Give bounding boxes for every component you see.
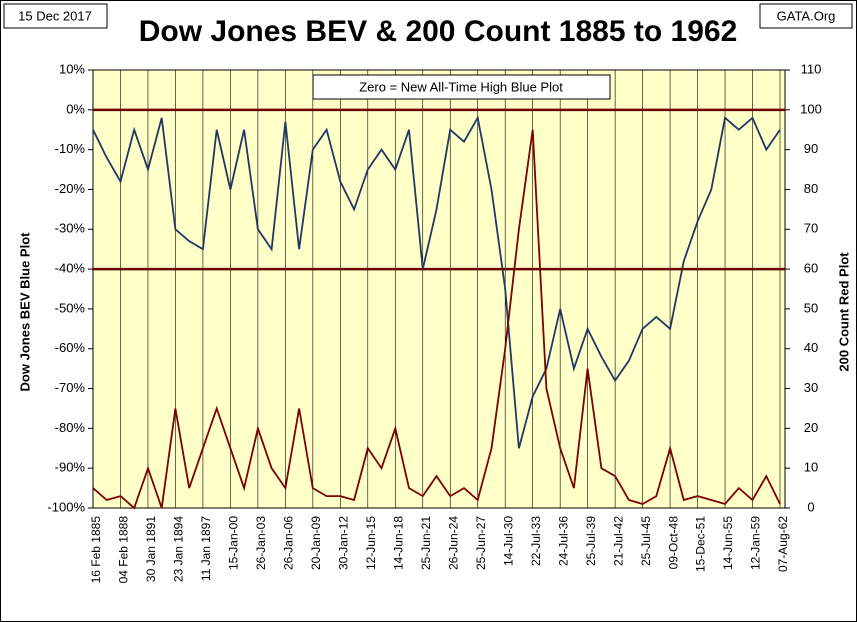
- y2-tick-label: 20: [804, 420, 818, 435]
- source-box: [759, 3, 853, 29]
- x-tick-label: 25-Jun-21: [419, 516, 433, 570]
- x-tick-label: 26-Jan-03: [254, 516, 268, 570]
- y-tick-label: 10%: [59, 61, 85, 76]
- y-tick-label: -30%: [55, 221, 86, 236]
- x-tick-label: 09-Oct-48: [666, 516, 680, 570]
- x-tick-label: 23 Jan 1894: [172, 516, 186, 582]
- y-axis-label: Dow Jones BEV Blue Plot: [17, 232, 32, 392]
- x-tick-label: 12-Jun-15: [364, 516, 378, 570]
- y2-tick-label: 110: [801, 61, 822, 76]
- y-tick-label: -80%: [55, 420, 86, 435]
- y-tick-label: -70%: [55, 380, 86, 395]
- x-tick-label: 26-Jan-06: [282, 516, 296, 570]
- x-tick-label: 15-Jan-00: [227, 516, 241, 570]
- x-tick-label: 30-Jan-12: [336, 516, 350, 570]
- y-tick-label: -10%: [55, 141, 86, 156]
- x-tick-label: 22-Jul-33: [529, 516, 543, 566]
- line-series: [92, 129, 781, 510]
- chart-title: Dow Jones BEV & 200 Count 1885 to 1962: [139, 15, 738, 48]
- x-tick-label: 15-Dec-51: [694, 516, 708, 572]
- x-tick-label: 26-Jun-24: [446, 516, 460, 570]
- x-tick-label: 14-Jun-18: [391, 516, 405, 570]
- date-note: 15 Dec 2017: [18, 8, 92, 23]
- y2-axis-label: 200 Count Red Plot: [836, 252, 851, 372]
- y2-tick-label: 70: [804, 221, 818, 236]
- y-tick-label: -20%: [55, 181, 86, 196]
- x-tick-label: 04 Feb 1888: [117, 516, 131, 584]
- y-tick-label: -100%: [47, 499, 85, 514]
- source: GATA.Org: [777, 8, 836, 23]
- x-tick-label: 25-Jun-27: [474, 516, 488, 570]
- x-tick-label: 14-Jul-30: [501, 516, 515, 566]
- y2-tick-label: 40: [804, 340, 818, 355]
- y-tick-label: -50%: [55, 300, 86, 315]
- y-tick-label: -60%: [55, 340, 86, 355]
- annotation: Zero = New All-Time High Blue Plot: [359, 79, 563, 94]
- y-tick-label: 0%: [66, 101, 85, 116]
- x-tick-label: 24-Jul-36: [556, 516, 570, 566]
- x-tick-label: 16 Feb 1885: [89, 516, 103, 584]
- x-tick-label: 30 Jan 1891: [144, 516, 158, 582]
- y-tick-label: -40%: [55, 261, 86, 276]
- y2-tick-label: 30: [804, 380, 818, 395]
- x-tick-label: 07-Aug-62: [776, 516, 790, 572]
- x-tick-label: 21-Jul-42: [611, 516, 625, 566]
- line-series: [92, 115, 781, 449]
- x-tick-label: 14-Jun-55: [721, 516, 735, 570]
- y2-tick-label: 10: [804, 460, 818, 475]
- x-tick-label: 25-Jul-45: [639, 516, 653, 566]
- x-tick-label: 25-Jul-39: [584, 516, 598, 566]
- annotation-box: [312, 74, 611, 100]
- date-box: [3, 3, 108, 29]
- y2-tick-label: 90: [804, 141, 818, 156]
- y2-tick-label: 80: [804, 181, 818, 196]
- x-tick-label: 20-Jan-09: [309, 516, 323, 570]
- y2-tick-label: 0: [807, 499, 814, 514]
- plot-area: [92, 69, 786, 509]
- x-tick-label: 11 Jan 1897: [199, 516, 213, 581]
- y2-tick-label: 100: [800, 101, 822, 116]
- y2-tick-label: 50: [804, 300, 818, 315]
- y-tick-label: -90%: [55, 460, 86, 475]
- y2-tick-label: 60: [804, 261, 818, 276]
- x-tick-label: 12-Jan-59: [749, 516, 763, 570]
